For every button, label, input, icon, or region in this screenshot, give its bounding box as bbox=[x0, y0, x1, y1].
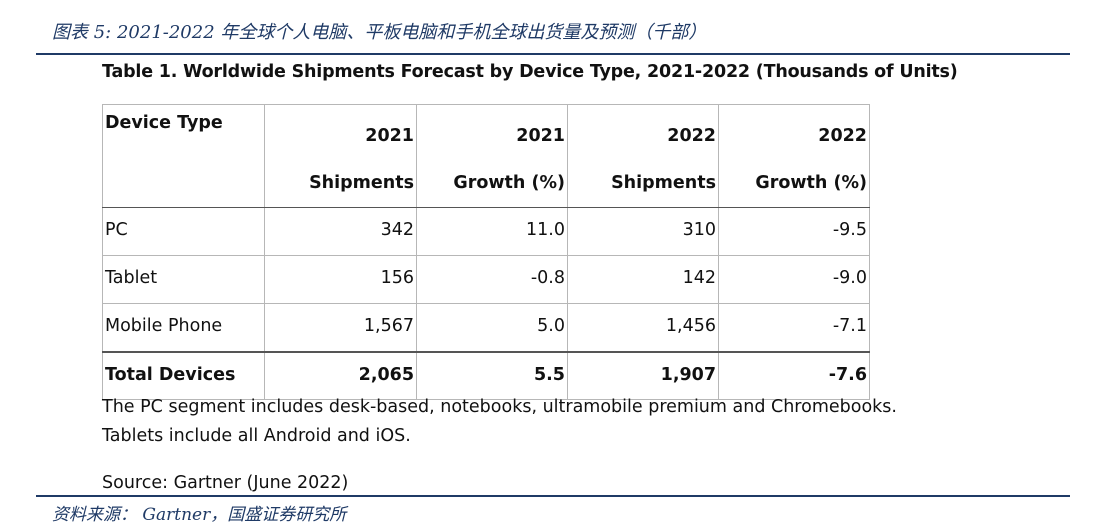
cell-2021-shipments: 342 bbox=[264, 207, 417, 256]
cell-2022-growth: -7.6 bbox=[718, 351, 870, 400]
cell-device: Mobile Phone bbox=[102, 303, 265, 353]
table-header-row: Device Type 2021 Shipments 2021 Growth (%)… bbox=[102, 104, 870, 208]
cell-2022-shipments: 1,456 bbox=[567, 303, 719, 353]
cell-2021-growth: -0.8 bbox=[416, 255, 568, 304]
cell-2022-shipments: 142 bbox=[567, 255, 719, 304]
table-row-pc: PC 342 11.0 310 -9.5 bbox=[102, 207, 870, 256]
note-tablets: Tablets include all Android and iOS. bbox=[102, 426, 411, 446]
table-row-total: Total Devices 2,065 5.5 1,907 -7.6 bbox=[102, 351, 870, 400]
bottom-rule bbox=[36, 495, 1070, 497]
figure-title: 图表 5: 2021-2022 年全球个人电脑、平板电脑和手机全球出货量及预测（… bbox=[52, 22, 707, 43]
cell-2022-growth: -9.5 bbox=[718, 207, 870, 256]
note-source: Source: Gartner (June 2022) bbox=[102, 473, 349, 493]
cell-2021-shipments: 156 bbox=[264, 255, 417, 304]
header-2021-growth: 2021 Growth (%) bbox=[416, 104, 568, 208]
top-rule bbox=[36, 53, 1070, 55]
cell-2022-growth: -9.0 bbox=[718, 255, 870, 304]
cell-2021-growth: 5.5 bbox=[416, 351, 568, 400]
cell-2021-growth: 5.0 bbox=[416, 303, 568, 353]
note-pc-segment: The PC segment includes desk-based, note… bbox=[102, 397, 897, 417]
cell-2021-shipments: 2,065 bbox=[264, 351, 417, 400]
figure-source: 资料来源： Gartner，国盛证券研究所 bbox=[52, 505, 347, 525]
header-2022-shipments: 2022 Shipments bbox=[567, 104, 719, 208]
table-title: Table 1. Worldwide Shipments Forecast by… bbox=[102, 62, 958, 82]
cell-device: Total Devices bbox=[102, 351, 265, 400]
cell-2021-growth: 11.0 bbox=[416, 207, 568, 256]
header-device-type: Device Type bbox=[102, 104, 265, 208]
header-2022-growth: 2022 Growth (%) bbox=[718, 104, 870, 208]
cell-2022-shipments: 1,907 bbox=[567, 351, 719, 400]
cell-2022-growth: -7.1 bbox=[718, 303, 870, 353]
shipments-table: Device Type 2021 Shipments 2021 Growth (%)… bbox=[102, 104, 870, 400]
table-row-tablet: Tablet 156 -0.8 142 -9.0 bbox=[102, 255, 870, 304]
table-row-mobile-phone: Mobile Phone 1,567 5.0 1,456 -7.1 bbox=[102, 303, 870, 353]
cell-device: PC bbox=[102, 207, 265, 256]
header-2021-shipments: 2021 Shipments bbox=[264, 104, 417, 208]
cell-2022-shipments: 310 bbox=[567, 207, 719, 256]
cell-2021-shipments: 1,567 bbox=[264, 303, 417, 353]
cell-device: Tablet bbox=[102, 255, 265, 304]
